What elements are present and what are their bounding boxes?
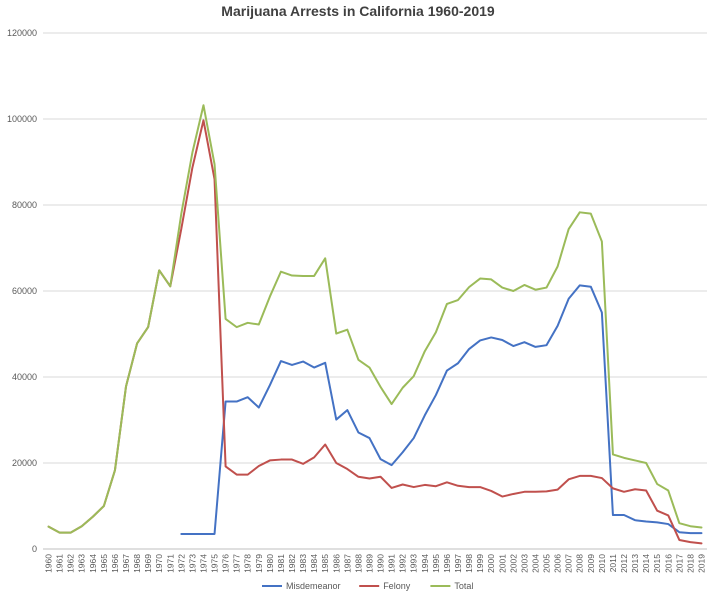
- x-tick-label: 2010: [597, 554, 607, 573]
- x-tick-label: 2018: [685, 554, 695, 573]
- x-tick-label: 1990: [376, 554, 386, 573]
- x-tick-label: 2004: [530, 554, 540, 573]
- x-tick-label: 2007: [564, 554, 574, 573]
- legend-label: Misdemeanor: [286, 581, 341, 591]
- y-tick-label: 100000: [7, 114, 37, 124]
- x-tick-label: 1963: [77, 554, 87, 573]
- x-tick-label: 2008: [575, 554, 585, 573]
- x-tick-label: 1996: [442, 554, 452, 573]
- x-tick-label: 2015: [652, 554, 662, 573]
- x-tick-label: 2017: [674, 554, 684, 573]
- y-tick-label: 20000: [12, 458, 37, 468]
- y-tick-label: 40000: [12, 372, 37, 382]
- x-tick-label: 1976: [221, 554, 231, 573]
- series-line-misdemeanor: [180, 284, 703, 535]
- x-tick-label: 1969: [143, 554, 153, 573]
- x-tick-label: 2001: [497, 554, 507, 573]
- x-tick-label: 2011: [608, 554, 618, 573]
- chart-title: Marijuana Arrests in California 1960-201…: [221, 3, 495, 19]
- x-tick-label: 1981: [276, 554, 286, 573]
- x-tick-label: 2013: [630, 554, 640, 573]
- x-tick-label: 1975: [210, 554, 220, 573]
- x-tick-label: 1974: [198, 554, 208, 573]
- x-tick-label: 1964: [88, 554, 98, 573]
- x-tick-label: 1998: [464, 554, 474, 573]
- x-tick-label: 1992: [398, 554, 408, 573]
- x-tick-label: 1979: [254, 554, 264, 573]
- x-tick-label: 1994: [420, 554, 430, 573]
- x-tick-label: 1962: [66, 554, 76, 573]
- x-tick-label: 1999: [475, 554, 485, 573]
- y-tick-label: 60000: [12, 286, 37, 296]
- x-tick-label: 1965: [99, 554, 109, 573]
- x-tick-label: 1973: [187, 554, 197, 573]
- y-tick-label: 80000: [12, 200, 37, 210]
- x-tick-label: 2003: [519, 554, 529, 573]
- x-tick-label: 1968: [132, 554, 142, 573]
- series-line-total: [47, 104, 703, 534]
- x-tick-label: 2005: [542, 554, 552, 573]
- y-axis-ticks: 0 20000 40000 60000 80000 100000 120000: [7, 28, 37, 554]
- x-tick-label: 1995: [431, 554, 441, 573]
- x-tick-label: 1997: [453, 554, 463, 573]
- x-tick-label: 2006: [553, 554, 563, 573]
- y-tick-label: 120000: [7, 28, 37, 38]
- x-tick-label: 1967: [121, 554, 131, 573]
- series-lines: [47, 104, 703, 545]
- x-tick-label: 1970: [154, 554, 164, 573]
- x-tick-label: 1966: [110, 554, 120, 573]
- x-tick-label: 1984: [309, 554, 319, 573]
- x-tick-label: 1977: [232, 554, 242, 573]
- legend-label: Felony: [383, 581, 411, 591]
- x-tick-label: 2009: [586, 554, 596, 573]
- x-axis-ticks: 1960 1961 1962 1963 1964 1965 1966 1967 1968 1969…: [44, 554, 707, 573]
- y-tick-label: 0: [32, 544, 37, 554]
- x-tick-label: 2014: [641, 554, 651, 573]
- x-tick-label: 2019: [696, 554, 706, 573]
- x-tick-label: 2012: [619, 554, 629, 573]
- x-tick-label: 1980: [265, 554, 275, 573]
- gridlines: [43, 32, 707, 550]
- x-tick-label: 1991: [387, 554, 397, 573]
- x-tick-label: 1987: [342, 554, 352, 573]
- x-tick-label: 1989: [364, 554, 374, 573]
- x-tick-label: 1978: [243, 554, 253, 573]
- x-tick-label: 1972: [176, 554, 186, 573]
- x-tick-label: 1982: [287, 554, 297, 573]
- x-tick-label: 1985: [320, 554, 330, 573]
- x-tick-label: 1971: [165, 554, 175, 573]
- legend: Misdemeanor Felony Total: [262, 581, 473, 591]
- x-tick-label: 1983: [298, 554, 308, 573]
- legend-label: Total: [454, 581, 473, 591]
- x-tick-label: 1986: [331, 554, 341, 573]
- x-tick-label: 1993: [409, 554, 419, 573]
- x-tick-label: 1960: [44, 554, 54, 573]
- x-tick-label: 1961: [55, 554, 65, 573]
- x-tick-label: 2016: [663, 554, 673, 573]
- x-tick-label: 2002: [508, 554, 518, 573]
- x-tick-label: 2000: [486, 554, 496, 573]
- x-tick-label: 1988: [353, 554, 363, 573]
